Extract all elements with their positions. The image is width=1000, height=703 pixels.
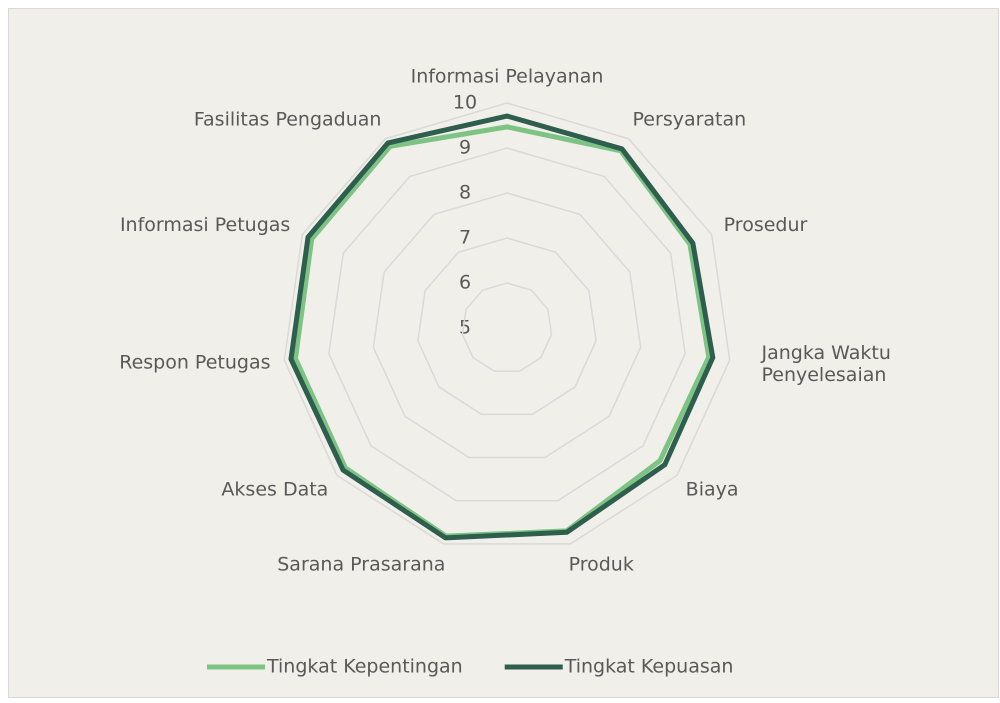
grid-ring [283,102,731,545]
series-line [288,113,716,541]
category-label: Akses Data [221,478,328,500]
grid-ring [417,237,597,416]
category-label: Sarana Prasarana [277,553,445,575]
category-label: Informasi Petugas [120,214,290,236]
r-tick-label: 7 [459,227,471,249]
legend-label: Tingkat Kepentingan [266,656,463,678]
r-tick-label: 9 [459,137,471,159]
r-tick-label: 8 [459,182,471,204]
category-label: Respon Petugas [119,352,270,374]
category-label: Biaya [686,478,739,500]
r-tick-label: 6 [459,272,471,294]
grid-ring [461,282,553,372]
legend-label: Tingkat Kepuasan [564,656,734,678]
chart-area [8,8,999,698]
category-label-line: Jangka Waktu [760,342,890,364]
r-tick-label: 10 [453,92,477,114]
category-label: Persyaratan [633,109,747,131]
category-label: Jangka Waktu Penyelesaian [760,342,890,386]
category-label: Produk [569,553,634,575]
category-label: Fasilitas Pengaduan [194,109,382,131]
grid-ring [328,147,686,502]
grid-ring [372,192,642,459]
category-label: Informasi Pelayanan [411,66,604,88]
category-label-line: Penyelesaian [761,364,886,386]
category-label: Prosedur [724,214,808,236]
